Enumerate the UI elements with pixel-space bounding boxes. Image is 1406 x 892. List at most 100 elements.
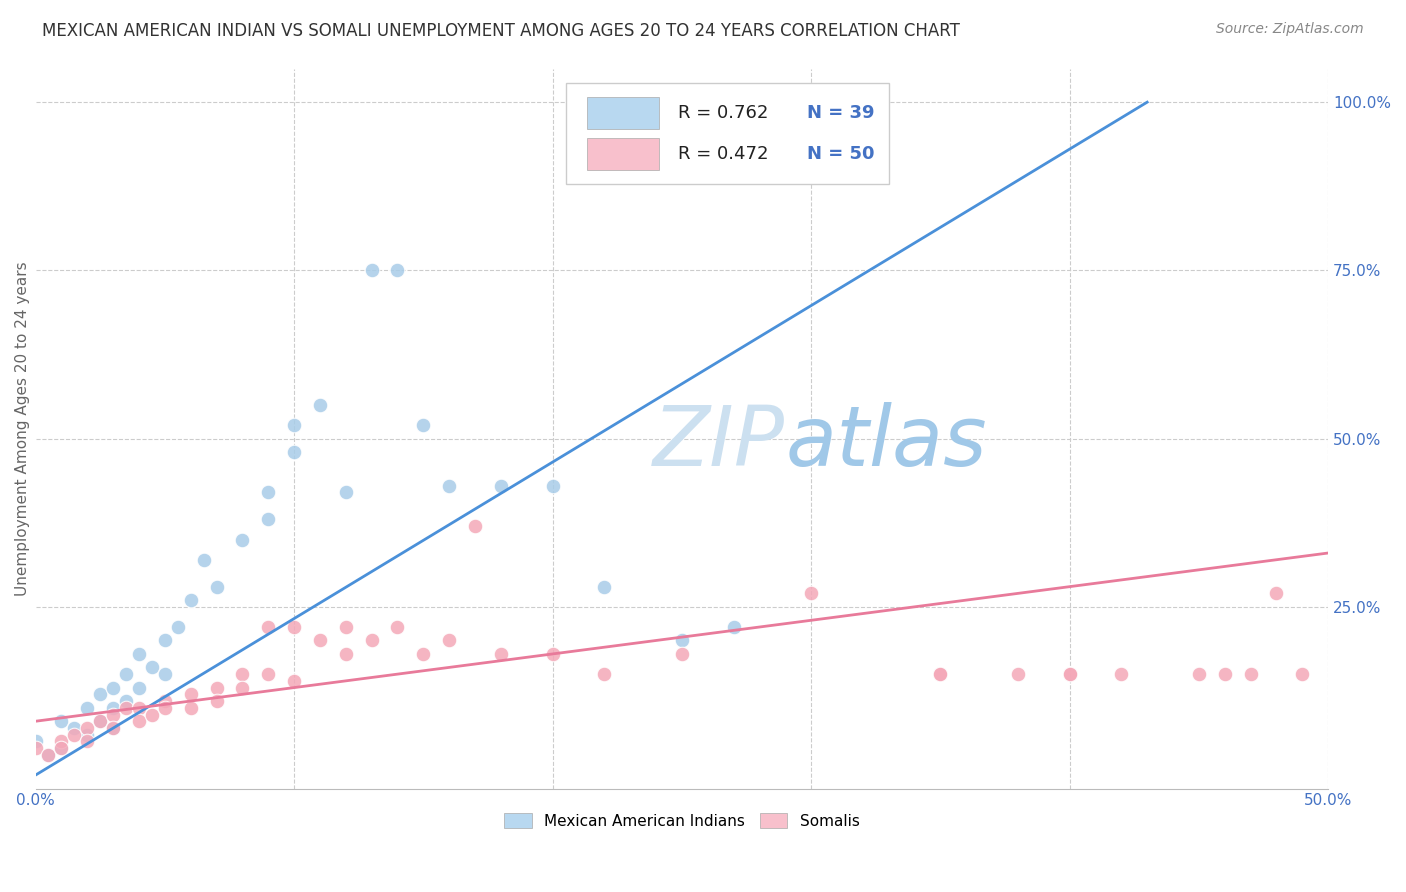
Point <box>153 700 176 714</box>
Point <box>101 700 124 714</box>
FancyBboxPatch shape <box>588 96 658 129</box>
Text: atlas: atlas <box>786 402 987 483</box>
Point <box>51 734 73 748</box>
Point <box>231 681 253 695</box>
Point <box>1265 586 1288 600</box>
Point <box>257 485 280 500</box>
Point <box>1059 667 1081 681</box>
Point <box>593 580 616 594</box>
Point <box>76 721 98 735</box>
Point <box>257 620 280 634</box>
Point <box>153 633 176 648</box>
Point <box>412 418 434 433</box>
Point <box>101 681 124 695</box>
Point <box>309 398 332 412</box>
Point <box>1188 667 1211 681</box>
Legend: Mexican American Indians, Somalis: Mexican American Indians, Somalis <box>498 806 866 835</box>
Point <box>489 647 512 661</box>
Point <box>437 479 460 493</box>
Text: N = 39: N = 39 <box>807 103 875 121</box>
Point <box>335 620 357 634</box>
Point <box>335 485 357 500</box>
Point <box>101 721 124 735</box>
Point <box>1239 667 1261 681</box>
Point <box>37 747 59 762</box>
Point <box>166 620 188 634</box>
Point <box>128 681 150 695</box>
Point <box>51 741 73 756</box>
Point <box>593 667 616 681</box>
Point <box>800 586 823 600</box>
Point <box>115 694 138 708</box>
Point <box>205 681 228 695</box>
Point <box>76 734 98 748</box>
Text: MEXICAN AMERICAN INDIAN VS SOMALI UNEMPLOYMENT AMONG AGES 20 TO 24 YEARS CORRELA: MEXICAN AMERICAN INDIAN VS SOMALI UNEMPL… <box>42 22 960 40</box>
Point <box>180 700 202 714</box>
Point <box>1111 667 1133 681</box>
Point <box>257 667 280 681</box>
Point <box>76 728 98 742</box>
Point <box>1213 667 1236 681</box>
Point <box>283 673 305 688</box>
Point <box>180 593 202 607</box>
Y-axis label: Unemployment Among Ages 20 to 24 years: Unemployment Among Ages 20 to 24 years <box>15 261 30 596</box>
Point <box>231 533 253 547</box>
Point <box>1291 667 1313 681</box>
Point <box>24 734 46 748</box>
Point <box>180 687 202 701</box>
Point <box>115 667 138 681</box>
Point <box>335 647 357 661</box>
Point <box>541 479 564 493</box>
Point <box>89 687 111 701</box>
Point <box>63 728 86 742</box>
Point <box>128 700 150 714</box>
Point <box>1007 667 1029 681</box>
Point <box>205 694 228 708</box>
Text: R = 0.472: R = 0.472 <box>678 145 769 163</box>
Text: R = 0.762: R = 0.762 <box>678 103 768 121</box>
Point <box>464 519 486 533</box>
Point <box>257 512 280 526</box>
Point <box>387 263 409 277</box>
Point <box>141 707 163 722</box>
Point <box>89 714 111 729</box>
Point <box>360 263 382 277</box>
Point <box>1059 667 1081 681</box>
Point <box>671 647 693 661</box>
Point <box>63 721 86 735</box>
Point <box>89 714 111 729</box>
Point <box>283 445 305 459</box>
Point <box>309 633 332 648</box>
Point <box>387 620 409 634</box>
Point <box>541 647 564 661</box>
FancyBboxPatch shape <box>565 83 889 184</box>
Point <box>723 620 745 634</box>
FancyBboxPatch shape <box>588 137 658 170</box>
Point <box>929 667 952 681</box>
Point <box>153 667 176 681</box>
Point <box>115 700 138 714</box>
Point <box>489 479 512 493</box>
Point <box>76 700 98 714</box>
Point <box>101 707 124 722</box>
Point <box>283 418 305 433</box>
Point <box>128 647 150 661</box>
Point <box>153 694 176 708</box>
Text: Source: ZipAtlas.com: Source: ZipAtlas.com <box>1216 22 1364 37</box>
Point <box>205 580 228 594</box>
Point <box>437 633 460 648</box>
Point <box>671 633 693 648</box>
Text: ZIP: ZIP <box>654 402 786 483</box>
Point <box>37 747 59 762</box>
Point <box>360 633 382 648</box>
Point <box>24 741 46 756</box>
Text: N = 50: N = 50 <box>807 145 875 163</box>
Point <box>128 714 150 729</box>
Point <box>283 620 305 634</box>
Point <box>51 741 73 756</box>
Point <box>51 714 73 729</box>
Point <box>193 553 215 567</box>
Point <box>929 667 952 681</box>
Point <box>231 667 253 681</box>
Point <box>141 660 163 674</box>
